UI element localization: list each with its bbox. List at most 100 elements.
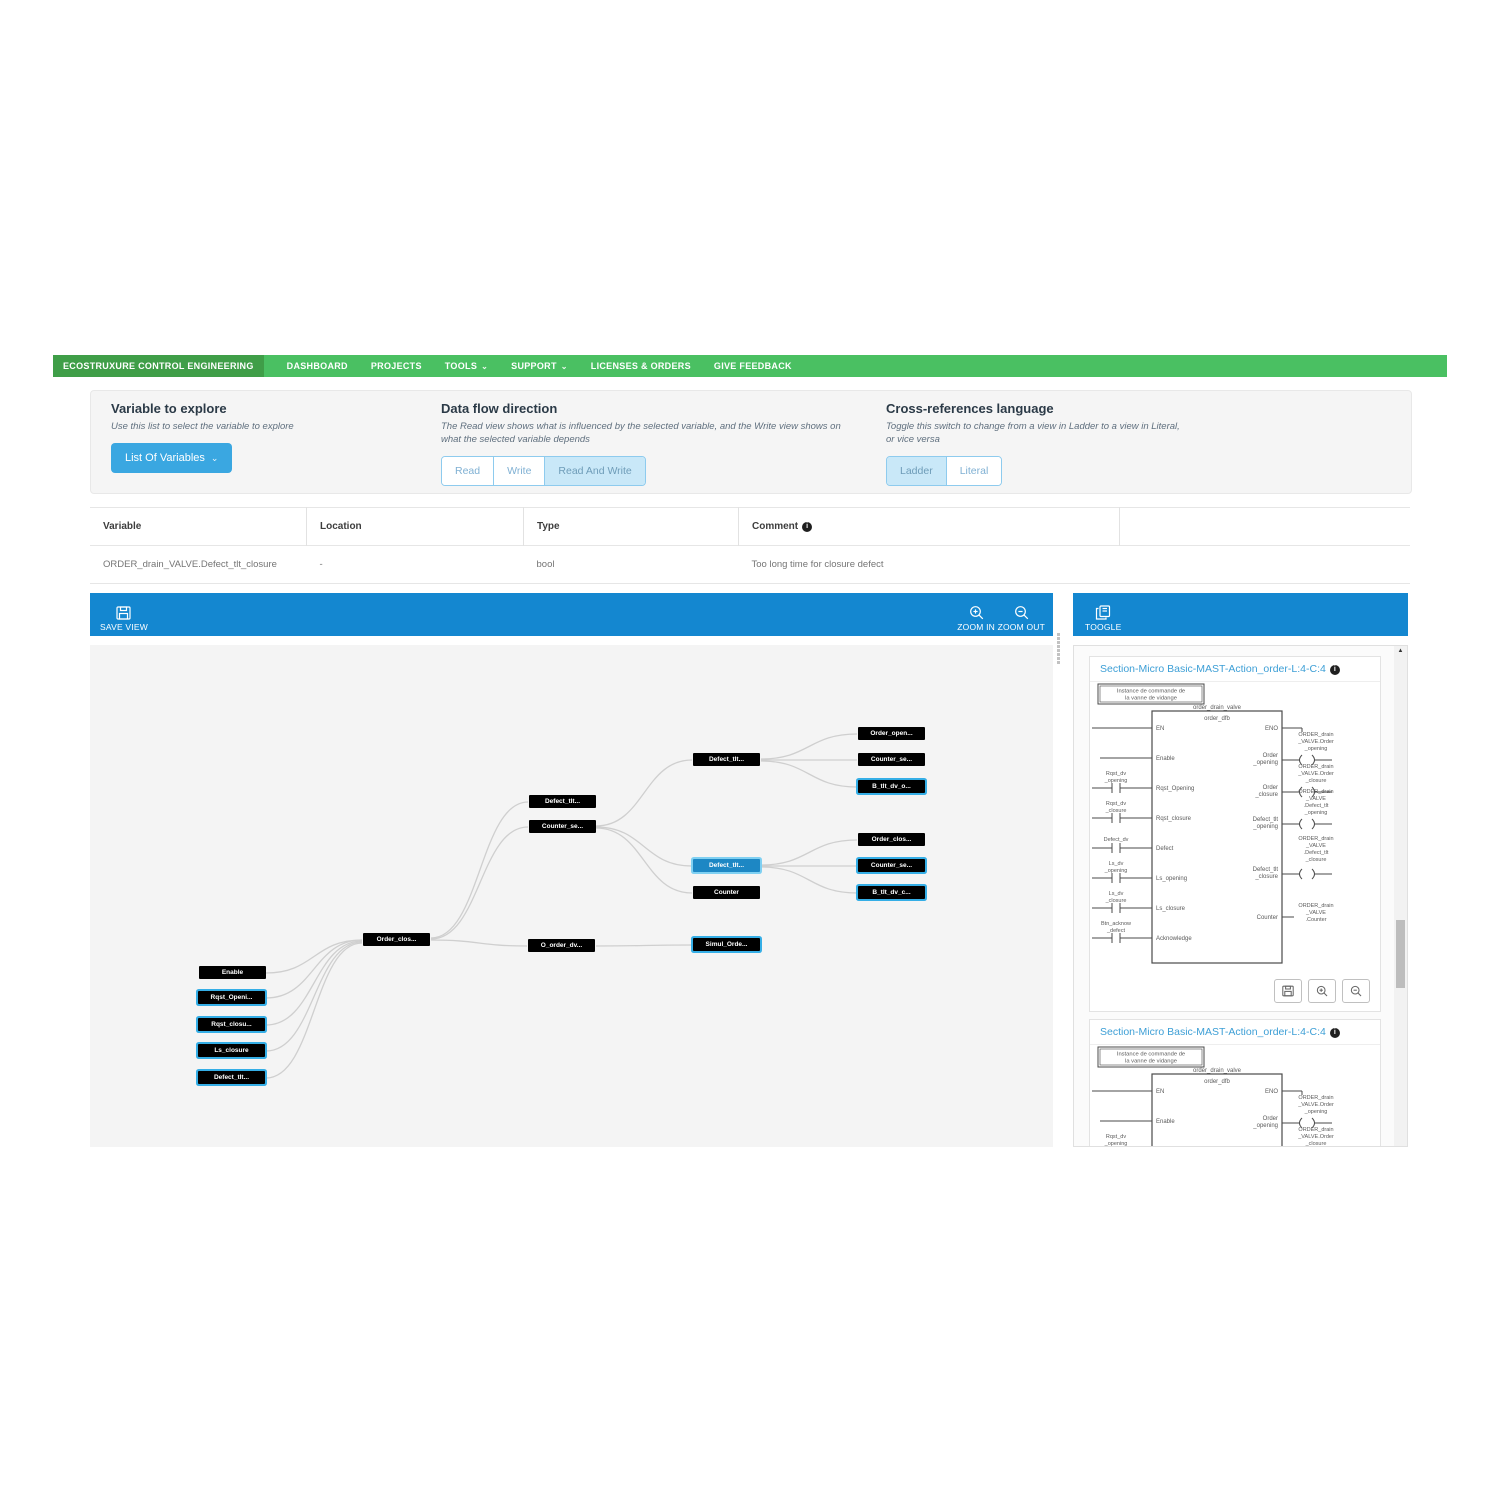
- svg-text:_opening: _opening: [1104, 1141, 1128, 1147]
- ladder-svg: Instance de commande de la vanne de vida…: [1092, 1046, 1334, 1147]
- ladder-diagram: Instance de commande de la vanne de vida…: [1090, 1045, 1380, 1147]
- svg-text:ENO: ENO: [1265, 726, 1278, 732]
- ladder-section-link[interactable]: Section-Micro Basic-MAST-Action_order-L:…: [1090, 1020, 1380, 1045]
- column-header-comment[interactable]: Comment i: [738, 507, 1120, 546]
- svg-text:ORDER_drain: ORDER_drain: [1298, 836, 1333, 842]
- nav-item-projects[interactable]: PROJECTS: [370, 361, 422, 371]
- graph-node[interactable]: Rqst_Openi...: [198, 991, 265, 1004]
- svg-text:Ls_closure: Ls_closure: [1156, 906, 1186, 912]
- chevron-down-icon: ⌄: [560, 361, 568, 371]
- top-navbar: ECOSTRUXURE CONTROL ENGINEERING DASHBOAR…: [53, 355, 1447, 377]
- svg-text:Rqst_closure: Rqst_closure: [1156, 816, 1192, 822]
- graph-node[interactable]: Counter_se...: [858, 753, 925, 766]
- svg-text:order_dfb: order_dfb: [1204, 716, 1230, 722]
- svg-text:_closure: _closure: [1305, 857, 1327, 863]
- graph-node[interactable]: Order_open...: [858, 727, 925, 740]
- read-toggle-button[interactable]: Read: [442, 456, 494, 485]
- nav-item-tools[interactable]: TOOLS ⌄: [444, 361, 489, 371]
- svg-text:_closure: _closure: [1105, 808, 1127, 814]
- ladder-section-link[interactable]: Section-Micro Basic-MAST-Action_order-L:…: [1090, 657, 1380, 682]
- variable-to-explore-section: Variable to explore Use this list to sel…: [111, 401, 421, 473]
- list-of-variables-button[interactable]: List Of Variables ⌄: [111, 442, 233, 473]
- graph-node[interactable]: Counter_se...: [529, 820, 596, 833]
- table-row[interactable]: ORDER_drain_VALVE.Defect_tlt_closure - b…: [90, 546, 1410, 584]
- graph-node[interactable]: Defect_tlt...: [529, 795, 596, 808]
- graph-node[interactable]: B_tlt_dv_o...: [858, 780, 925, 793]
- chevron-down-icon: ⌄: [210, 452, 219, 463]
- svg-text:_defect: _defect: [1106, 928, 1126, 934]
- nav-item-dashboard[interactable]: DASHBOARD: [286, 361, 348, 371]
- nav-items: DASHBOARD PROJECTS TOOLS ⌄ SUPPORT ⌄ LICEN…: [264, 355, 792, 377]
- svg-text:.Defect_tlt: .Defect_tlt: [1304, 803, 1329, 809]
- cell-type: bool: [536, 559, 555, 570]
- column-header-variable[interactable]: Variable: [90, 507, 307, 546]
- graph-node[interactable]: B_tlt_dv_c...: [858, 886, 925, 899]
- section-title: Variable to explore: [111, 401, 227, 416]
- literal-toggle-button[interactable]: Literal: [945, 456, 1002, 485]
- brand[interactable]: ECOSTRUXURE CONTROL ENGINEERING: [53, 355, 264, 377]
- info-icon: i: [1329, 665, 1340, 675]
- svg-text:Ls_dv: Ls_dv: [1109, 891, 1124, 897]
- svg-text:.Defect_tlt: .Defect_tlt: [1304, 850, 1329, 856]
- column-header-location[interactable]: Location: [306, 507, 524, 546]
- svg-text:EN: EN: [1156, 1089, 1164, 1095]
- zoom-in-button[interactable]: ZOOM IN: [957, 605, 995, 632]
- svg-text:Enable: Enable: [1156, 1119, 1175, 1125]
- ladder-toolbar: TOOGLE: [1073, 593, 1408, 636]
- write-toggle-button[interactable]: Write: [493, 456, 545, 485]
- nav-item-licenses-orders[interactable]: LICENSES & ORDERS: [590, 361, 691, 371]
- zoom-out-ladder-button[interactable]: [1342, 979, 1370, 1003]
- svg-text:Order: Order: [1263, 785, 1278, 791]
- svg-text:Ls_opening: Ls_opening: [1156, 876, 1187, 882]
- graph-node[interactable]: Defect_tlt...: [198, 1071, 265, 1084]
- panel-resize-handle[interactable]: [1057, 632, 1061, 665]
- svg-text:ORDER_drain: ORDER_drain: [1298, 732, 1333, 738]
- graph-edges: [265, 733, 858, 1079]
- graph-node[interactable]: Order_clos...: [363, 933, 430, 946]
- svg-text:_VALVE.Order: _VALVE.Order: [1297, 771, 1334, 777]
- svg-text:Counter: Counter: [1257, 915, 1278, 921]
- svg-text:Ls_dv: Ls_dv: [1109, 861, 1124, 867]
- svg-text:ORDER_drain: ORDER_drain: [1298, 1127, 1333, 1133]
- table-header-row: Variable Location Type Comment i: [90, 507, 1410, 546]
- svg-text:EN: EN: [1156, 726, 1164, 732]
- toggle-button[interactable]: TOOGLE: [1085, 605, 1121, 632]
- graph-toolbar: SAVE VIEW ZOOM IN ZOOM OUT: [90, 593, 1053, 636]
- ladder-panel-scrollbar[interactable]: ▲: [1394, 646, 1407, 1146]
- svg-text:ORDER_drain: ORDER_drain: [1298, 903, 1333, 909]
- svg-text:_opening: _opening: [1304, 1109, 1328, 1115]
- graph-node[interactable]: Counter: [693, 886, 760, 899]
- section-title: Cross-references language: [886, 401, 1054, 416]
- save-view-button[interactable]: SAVE VIEW: [100, 606, 148, 632]
- nav-item-support[interactable]: SUPPORT ⌄: [511, 361, 568, 371]
- svg-text:ORDER_drain: ORDER_drain: [1298, 1095, 1333, 1101]
- save-ladder-button[interactable]: [1274, 979, 1302, 1003]
- svg-text:Acknowledge: Acknowledge: [1156, 936, 1192, 942]
- graph-node[interactable]: Ls_closure: [198, 1044, 265, 1057]
- svg-text:_VALVE.Order: _VALVE.Order: [1297, 1102, 1334, 1108]
- svg-text:_VALVE: _VALVE: [1305, 910, 1326, 916]
- svg-text:Rqst_dv: Rqst_dv: [1106, 801, 1126, 807]
- zoom-in-ladder-button[interactable]: [1308, 979, 1336, 1003]
- graph-node[interactable]: Defect_tlt...: [693, 753, 760, 766]
- graph-node[interactable]: Enable: [199, 966, 266, 979]
- graph-node[interactable]: Simul_Orde...: [693, 938, 760, 951]
- ladder-toggle-button[interactable]: Ladder: [887, 456, 946, 485]
- ladder-panel: Section-Micro Basic-MAST-Action_order-L:…: [1073, 645, 1408, 1147]
- svg-text:_VALVE.Order: _VALVE.Order: [1297, 739, 1334, 745]
- graph-node-selected[interactable]: Defect_tlt...: [693, 859, 760, 872]
- graph-node[interactable]: Counter_se...: [858, 859, 925, 872]
- graph-node[interactable]: O_order_dv...: [528, 939, 595, 952]
- graph-node[interactable]: Rqst_closu...: [198, 1018, 265, 1031]
- scroll-up-arrow[interactable]: ▲: [1397, 648, 1404, 654]
- cell-variable: ORDER_drain_VALVE.Defect_tlt_closure: [103, 559, 277, 570]
- info-icon: i: [802, 522, 813, 532]
- dependency-graph[interactable]: Enable Rqst_Openi... Rqst_closu... Ls_cl…: [90, 645, 1053, 1147]
- scrollbar-thumb[interactable]: [1396, 920, 1405, 988]
- nav-item-give-feedback[interactable]: GIVE FEEDBACK: [713, 361, 792, 371]
- zoom-out-button[interactable]: ZOOM OUT: [998, 605, 1045, 632]
- read-and-write-toggle-button[interactable]: Read And Write: [544, 456, 645, 485]
- graph-node[interactable]: Order_clos...: [858, 833, 925, 846]
- column-header-type[interactable]: Type: [523, 507, 739, 546]
- filters-panel: Variable to explore Use this list to sel…: [90, 390, 1412, 494]
